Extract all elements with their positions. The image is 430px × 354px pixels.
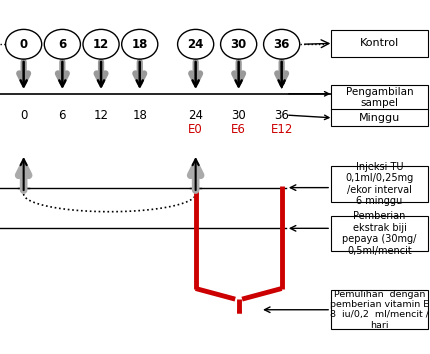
Text: 36: 36 (274, 109, 289, 121)
Text: 18: 18 (132, 38, 148, 51)
Text: 30: 30 (230, 38, 247, 51)
FancyBboxPatch shape (331, 30, 428, 57)
Text: 24: 24 (188, 109, 203, 121)
Text: Pemulihan  dengan
pemberian vitamin E
8  iu/0,2  ml/mencit /
hari: Pemulihan dengan pemberian vitamin E 8 i… (330, 290, 429, 330)
Text: 0: 0 (20, 38, 28, 51)
Text: 6: 6 (58, 109, 66, 121)
Text: Pengambilan
sampel: Pengambilan sampel (346, 86, 413, 108)
Text: 30: 30 (231, 109, 246, 121)
Text: Injeksi TU
0,1ml/0,25mg
/ekor interval
6 minggu: Injeksi TU 0,1ml/0,25mg /ekor interval 6… (345, 162, 414, 206)
Text: 6: 6 (58, 38, 67, 51)
Text: 36: 36 (273, 38, 290, 51)
FancyBboxPatch shape (331, 216, 428, 251)
FancyBboxPatch shape (331, 290, 428, 329)
Text: E6: E6 (231, 123, 246, 136)
Text: 12: 12 (93, 38, 109, 51)
FancyBboxPatch shape (331, 166, 428, 202)
Text: 0: 0 (20, 109, 28, 121)
Text: Minggu: Minggu (359, 113, 400, 123)
FancyBboxPatch shape (331, 85, 428, 110)
Text: Kontrol: Kontrol (360, 38, 399, 48)
Text: Pemberian
ekstrak biji
pepaya (30mg/
0,5ml/mencit: Pemberian ekstrak biji pepaya (30mg/ 0,5… (342, 211, 417, 256)
Text: 12: 12 (94, 109, 108, 121)
Text: 24: 24 (187, 38, 204, 51)
Text: 18: 18 (132, 109, 147, 121)
FancyBboxPatch shape (331, 109, 428, 126)
Text: E12: E12 (270, 123, 293, 136)
Text: E0: E0 (188, 123, 203, 136)
